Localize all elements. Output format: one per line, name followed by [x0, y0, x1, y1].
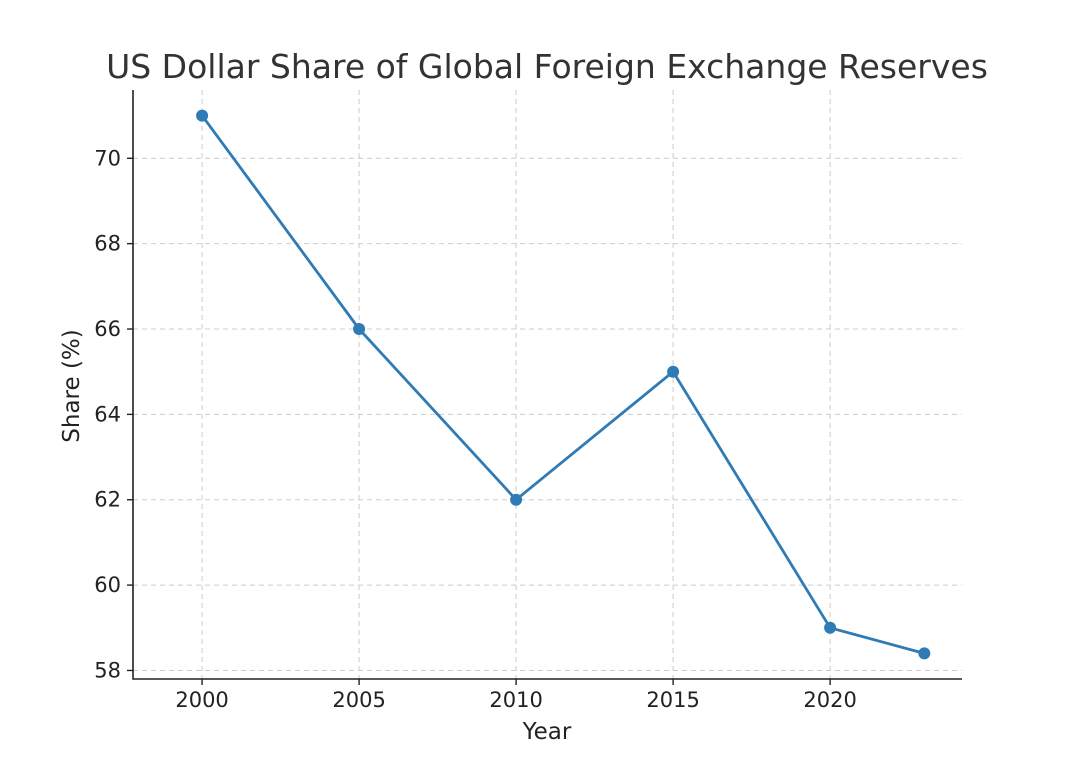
chart-title: US Dollar Share of Global Foreign Exchan… [106, 47, 988, 86]
axis-spines [132, 90, 962, 680]
x-tick-label: 2015 [646, 688, 699, 712]
data-point [196, 109, 209, 122]
x-tick-label: 2005 [332, 688, 385, 712]
y-tick-label: 70 [94, 146, 121, 170]
data-point [353, 323, 366, 336]
x-tick-label: 2020 [803, 688, 856, 712]
x-axis-label: Year [522, 719, 572, 745]
axes [132, 90, 962, 680]
x-tick-label: 2000 [175, 688, 228, 712]
series-line [200, 114, 925, 655]
y-tick-label: 60 [94, 573, 121, 597]
ticks: 2000 2005 2010 2015 2020 58 60 62 64 66 68 70 [94, 146, 857, 712]
y-tick-label: 66 [94, 317, 121, 341]
grid [133, 90, 962, 679]
data-series [196, 109, 931, 660]
x-tick-label: 2010 [489, 688, 542, 712]
y-tick-label: 58 [94, 658, 121, 682]
y-tick-label: 68 [94, 232, 121, 256]
data-point [667, 365, 680, 378]
data-point [918, 647, 931, 660]
y-axis-label: Share (%) [59, 329, 85, 442]
data-point [510, 493, 523, 506]
y-tick-label: 64 [94, 402, 121, 426]
data-point [824, 621, 837, 634]
y-tick-label: 62 [94, 488, 121, 512]
